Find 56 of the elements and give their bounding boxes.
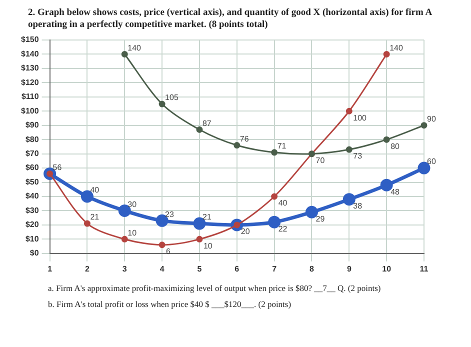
x-tick-label: 3	[122, 264, 128, 274]
data-label: 76	[240, 134, 250, 144]
y-tick-label: $130	[21, 63, 40, 72]
data-label: 80	[390, 142, 400, 151]
chart-title: 2. Graph below shows costs, price (vertical axis), and quantity of good X (horizontal axis) for firm A operating in a perfectly competitive market. (8 points total)	[27, 8, 433, 32]
y-tick-label: $140	[21, 49, 40, 58]
data-label: 105	[165, 92, 179, 102]
data-label: 30	[128, 200, 138, 209]
y-tick-label: $80	[25, 134, 40, 144]
data-label: 10	[203, 241, 213, 250]
y-tick-label: $100	[21, 106, 40, 116]
data-label: 48	[390, 187, 400, 196]
text: a. Firm A's approximate profit-maximizing level of output when price is $80? __7__ Q. (2 points)	[47, 282, 382, 293]
x-tick-label: 9	[346, 264, 352, 274]
data-label: 10	[128, 228, 138, 238]
data-label: 71	[277, 141, 287, 150]
y-tick-label: $70	[25, 148, 40, 158]
data-label: 20	[240, 226, 250, 236]
y-tick-label: $120	[21, 78, 40, 87]
data-label: 73	[353, 152, 363, 160]
data-label: 29	[316, 214, 326, 224]
data-label: 21	[202, 212, 212, 222]
data-label: 40	[90, 185, 100, 194]
y-tick-label: $150	[21, 34, 40, 44]
data-label: 38	[353, 201, 363, 210]
x-tick-label: 11	[420, 264, 429, 274]
x-tick-label: 8	[310, 264, 315, 274]
y-tick-label: $10	[25, 234, 40, 244]
data-label: 70	[316, 156, 326, 165]
data-label: 140	[390, 43, 404, 52]
y-tick-label: $30	[25, 206, 40, 215]
y-tick-label: $20	[25, 220, 40, 229]
data-label: 23	[165, 210, 175, 219]
y-tick-label: $110	[21, 92, 40, 101]
text: b. Firm A's total profit or loss when price $40 $ ___$120___. (2 points)	[47, 298, 292, 309]
data-label: 56	[52, 162, 62, 172]
x-tick-label: 1	[48, 264, 53, 274]
y-tick-label: $60	[25, 162, 40, 172]
x-tick-label: 2	[84, 264, 90, 274]
x-tick-label: 5	[197, 264, 202, 274]
y-tick-label: $40	[25, 191, 40, 200]
x-tick-label: 6	[234, 264, 240, 274]
y-tick-label: $0	[30, 248, 40, 258]
data-label: 100	[353, 113, 368, 122]
data-label: 40	[278, 198, 288, 208]
data-label: 87	[202, 118, 212, 128]
x-tick-label: 4	[160, 264, 165, 274]
data-label: 140	[128, 43, 142, 52]
data-label: 90	[427, 114, 436, 124]
data-label: 60	[427, 156, 436, 166]
y-tick-label: $50	[25, 177, 40, 186]
x-tick-label: 10	[382, 264, 392, 274]
y-tick-label: $90	[25, 120, 40, 130]
x-tick-label: 7	[272, 264, 278, 274]
data-label: 21	[90, 212, 100, 222]
data-label: 22	[278, 224, 288, 234]
